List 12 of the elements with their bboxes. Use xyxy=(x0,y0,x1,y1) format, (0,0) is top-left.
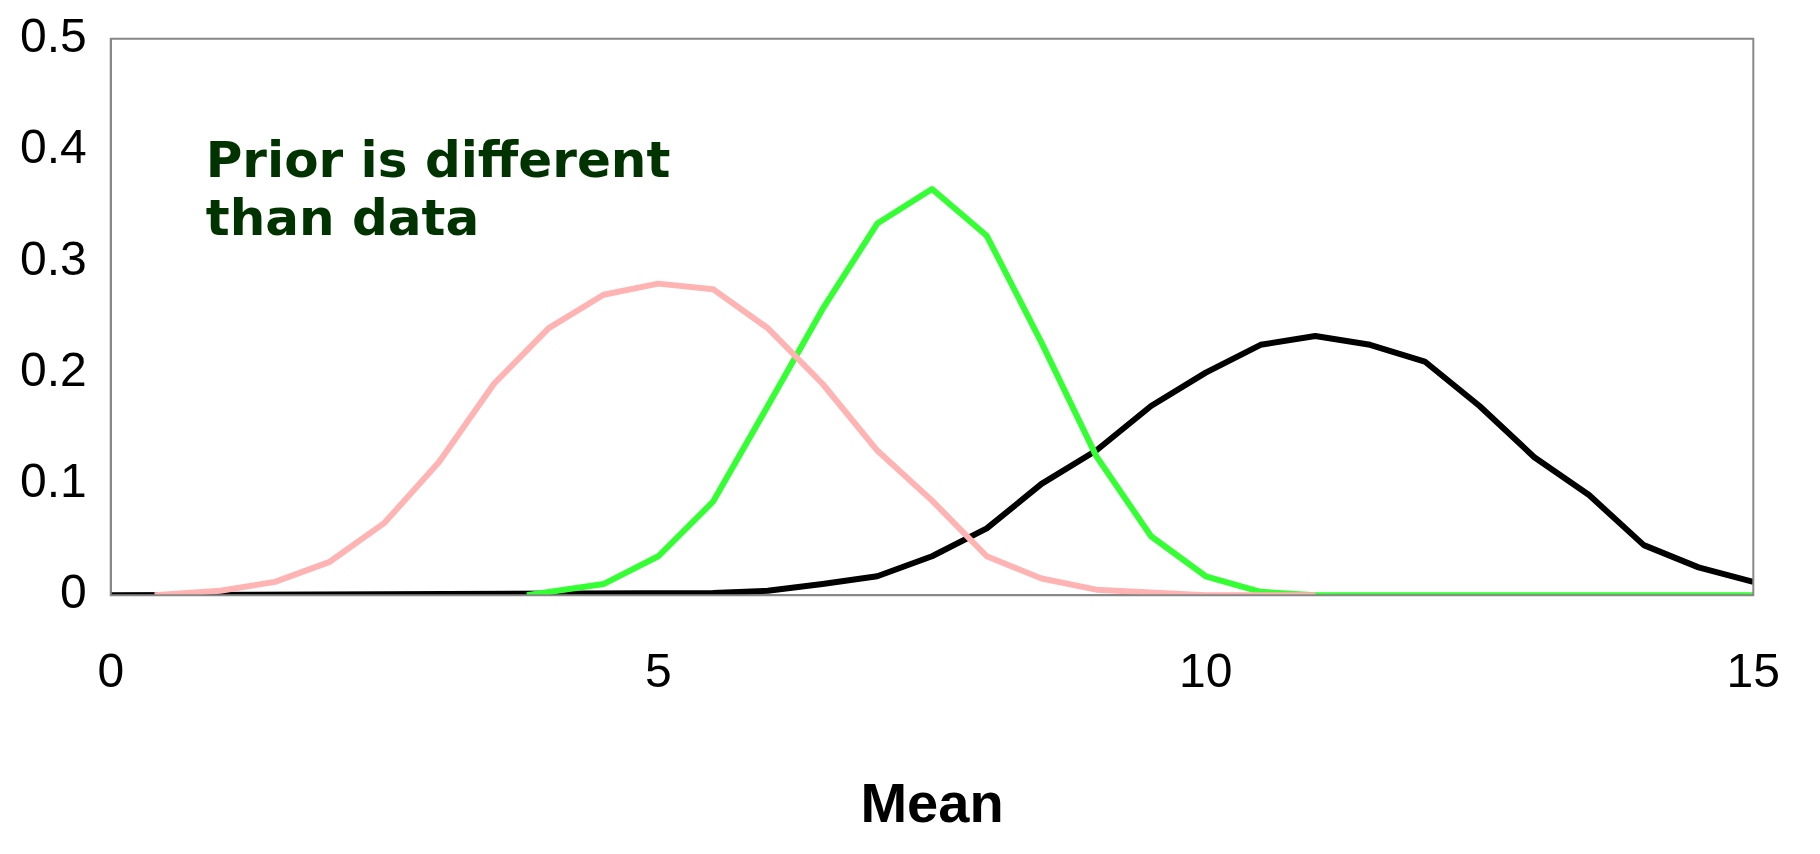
y-tick-label: 0 xyxy=(60,565,87,619)
x-tick-label: 10 xyxy=(1179,644,1233,698)
y-tick-label: 0.4 xyxy=(19,120,87,174)
y-tick-label: 0.1 xyxy=(19,454,87,508)
y-tick-label: 0.3 xyxy=(19,231,87,285)
y-tick-label: 0.5 xyxy=(19,9,87,63)
y-tick-label: 0.2 xyxy=(19,342,87,396)
x-tick-label: 15 xyxy=(1726,644,1780,698)
x-tick-label: 0 xyxy=(97,644,125,698)
x-axis-title: Mean xyxy=(860,770,1004,834)
annotation: Prior is different than data xyxy=(205,130,671,247)
x-tick-label: 5 xyxy=(644,644,672,698)
